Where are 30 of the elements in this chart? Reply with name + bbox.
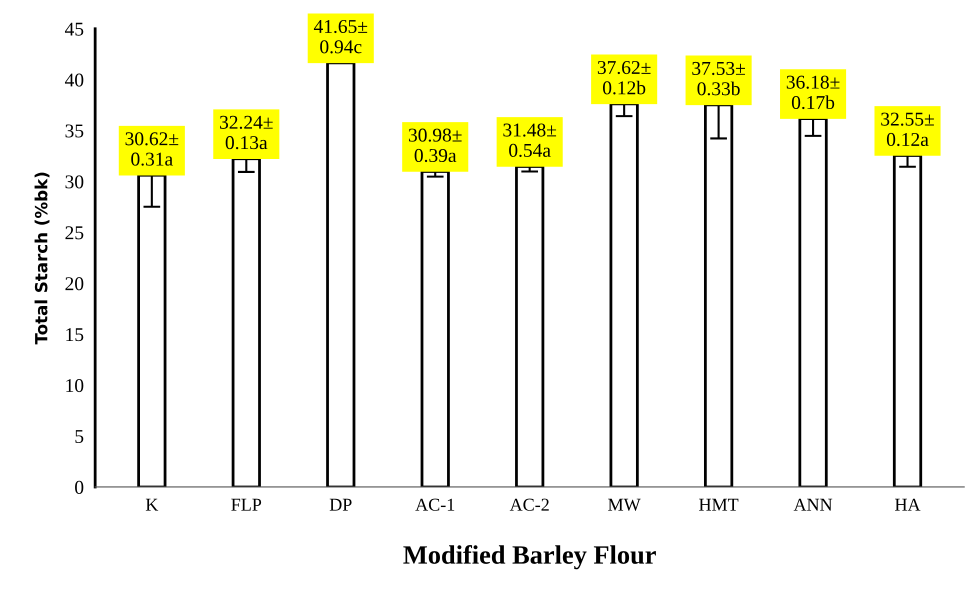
y-tick-label: 35 bbox=[66, 124, 84, 138]
data-label: 30.62± 0.31a bbox=[126, 132, 178, 166]
y-tick-label: 15 bbox=[66, 328, 84, 342]
data-label: 37.53± 0.33b bbox=[692, 62, 745, 96]
y-tick-label: 40 bbox=[64, 73, 84, 87]
y-tick-label: 30 bbox=[66, 175, 84, 188]
x-tick-label: DP bbox=[330, 498, 352, 511]
x-tick-label: AC-1 bbox=[415, 498, 454, 511]
x-tick-label: K bbox=[146, 498, 158, 511]
y-axis-title: Total Starch (%bk) bbox=[34, 172, 50, 344]
y-tick-label: 10 bbox=[66, 378, 84, 392]
y-tick-label: 45 bbox=[64, 22, 84, 36]
y-tick-label: 20 bbox=[65, 277, 84, 290]
data-label: 30.98± 0.39a bbox=[408, 128, 462, 162]
y-tick-label: 0 bbox=[75, 480, 84, 494]
data-label: 32.24± 0.13a bbox=[220, 116, 273, 150]
data-label: 36.18± 0.17b bbox=[786, 76, 840, 110]
data-label: 32.55± 0.12a bbox=[881, 112, 934, 146]
x-tick-label: MW bbox=[608, 498, 641, 511]
data-label: 31.48± 0.54a bbox=[503, 123, 556, 158]
x-axis-title: Modified Barley Flour bbox=[403, 545, 656, 570]
data-label: 41.65± 0.94c bbox=[314, 20, 368, 54]
y-tick-label: 5 bbox=[75, 430, 84, 444]
y-tick-label: 25 bbox=[65, 226, 84, 240]
data-label: 37.62± 0.12b bbox=[598, 61, 651, 94]
x-tick-label: HMT bbox=[699, 498, 738, 511]
x-tick-label: HA bbox=[895, 498, 920, 511]
x-tick-label: FLP bbox=[231, 498, 262, 511]
x-tick-label: AC-2 bbox=[510, 498, 549, 511]
x-tick-label: ANN bbox=[794, 498, 832, 511]
